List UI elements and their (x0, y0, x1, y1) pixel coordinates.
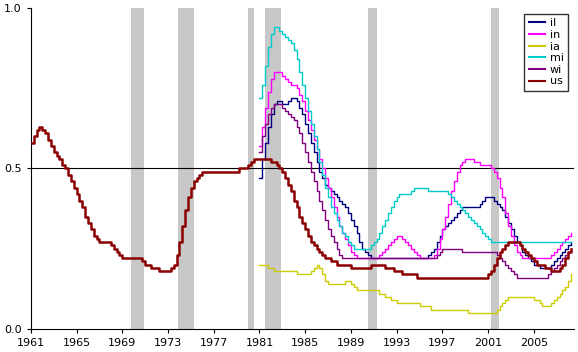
ia (562, 285, 569, 289)
Bar (248, 8, 254, 329)
in (482, 163, 489, 168)
in (271, 70, 277, 74)
Bar (179, 8, 194, 329)
il (565, 243, 572, 247)
il (287, 96, 294, 100)
mi (553, 240, 560, 244)
wi (553, 263, 560, 267)
us (568, 246, 575, 251)
ia (347, 282, 354, 286)
in (553, 246, 560, 251)
in (568, 231, 575, 235)
in (350, 253, 357, 257)
Bar (491, 8, 499, 329)
Line: wi: wi (260, 104, 571, 277)
wi (271, 102, 277, 106)
il (350, 224, 357, 228)
wi (410, 256, 417, 260)
us (156, 269, 163, 273)
il (536, 266, 543, 270)
us (87, 227, 94, 232)
us (302, 227, 309, 232)
wi (256, 150, 263, 155)
ia (399, 301, 406, 305)
wi (350, 256, 357, 260)
wi (513, 275, 520, 279)
mi (271, 25, 277, 30)
mi (405, 192, 412, 196)
ia (479, 311, 486, 315)
il (553, 256, 560, 260)
ia (407, 301, 414, 305)
us (276, 166, 283, 171)
il (479, 199, 486, 203)
Bar (131, 8, 144, 329)
mi (350, 246, 357, 251)
wi (479, 250, 486, 254)
wi (565, 250, 572, 254)
mi (568, 240, 575, 244)
mi (413, 186, 420, 190)
in (413, 253, 420, 257)
Line: in: in (260, 72, 571, 258)
mi (353, 246, 360, 251)
in (256, 144, 263, 148)
us (413, 275, 420, 279)
us (193, 176, 200, 180)
in (353, 256, 360, 260)
Bar (368, 8, 377, 329)
mi (256, 96, 263, 100)
mi (565, 240, 572, 244)
us (27, 141, 34, 145)
il (568, 240, 575, 244)
ia (465, 311, 472, 315)
us (36, 125, 43, 129)
ia (568, 272, 575, 276)
il (410, 256, 417, 260)
ia (550, 298, 557, 302)
Line: il: il (260, 98, 571, 268)
ia (256, 263, 263, 267)
us (184, 195, 191, 200)
Line: mi: mi (260, 27, 571, 249)
il (256, 176, 263, 180)
in (405, 243, 412, 247)
Line: us: us (31, 127, 571, 277)
Line: ia: ia (260, 265, 571, 313)
wi (402, 256, 409, 260)
mi (482, 234, 489, 238)
in (565, 234, 572, 238)
il (402, 256, 409, 260)
Bar (265, 8, 281, 329)
Legend: il, in, ia, mi, wi, us: il, in, ia, mi, wi, us (524, 14, 568, 91)
wi (568, 246, 575, 251)
